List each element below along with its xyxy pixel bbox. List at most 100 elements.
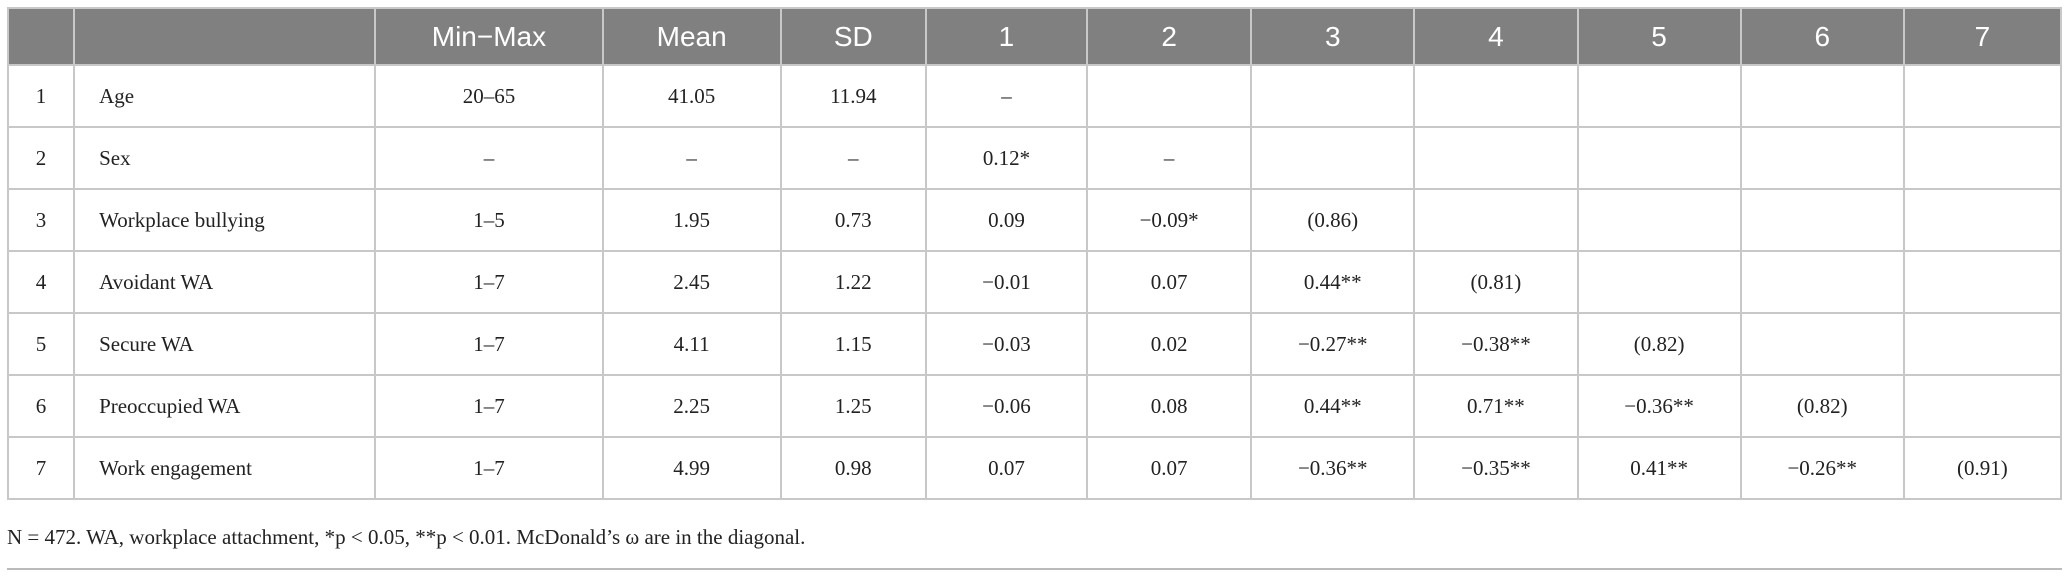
table-cell: 5 <box>6 312 76 376</box>
table-cell: 1.95 <box>601 188 782 252</box>
table-cell <box>1576 188 1742 252</box>
table-cell <box>1413 126 1579 190</box>
table-cell: −0.36** <box>1250 436 1416 500</box>
table-cell <box>1413 64 1579 128</box>
table-cell: 41.05 <box>601 64 782 128</box>
table-row: 1 Age 20–65 41.05 11.94– <box>6 64 2063 128</box>
table-cell: 7 <box>6 436 76 500</box>
table-cell: 1–7 <box>374 250 604 314</box>
table-cell: 0.07 <box>1086 436 1253 500</box>
table-row: 7 Work engagement 1–7 4.99 0.98 0.07 0.07 −0.36… <box>6 436 2063 500</box>
table-cell <box>1576 126 1742 190</box>
table-cell <box>1739 64 1905 128</box>
table-cell <box>1576 250 1742 314</box>
table-cell <box>1902 64 2063 128</box>
table-cell: 1–7 <box>374 436 604 500</box>
table-cell: Work engagement <box>73 436 377 500</box>
table-cell: 1.15 <box>779 312 927 376</box>
table-cell: – <box>601 126 782 190</box>
table-cell <box>1739 312 1905 376</box>
header-cell: SD <box>779 7 927 66</box>
header-cell: Min−Max <box>374 7 604 66</box>
table-cell: −0.36** <box>1576 374 1742 438</box>
table-cell: 1–5 <box>374 188 604 252</box>
table-cell: (0.82) <box>1739 374 1905 438</box>
table-cell <box>1250 64 1416 128</box>
table-cell: (0.81) <box>1413 250 1579 314</box>
table-row: 2 Sex – – –0.12* – <box>6 126 2063 190</box>
table-cell: 11.94 <box>779 64 927 128</box>
table-cell <box>1413 188 1579 252</box>
table-cell: 4.11 <box>601 312 782 376</box>
table-cell: 20–65 <box>374 64 604 128</box>
table-wrap: Min−Max Mean SD 1 2 3 4 5 6 7 1 Age 20–65 41.05 11.94… <box>6 7 2063 500</box>
table-row: 6 Preoccupied WA 1–7 2.25 1.25 −0.06 0.08 0.44*… <box>6 374 2063 438</box>
table-cell: 4 <box>6 250 76 314</box>
table-cell <box>1739 250 1905 314</box>
table-cell: 0.98 <box>779 436 927 500</box>
table-cell: −0.38** <box>1413 312 1579 376</box>
table-cell: −0.27** <box>1250 312 1416 376</box>
table-cell: 1.25 <box>779 374 927 438</box>
table-cell: 4.99 <box>601 436 782 500</box>
table-cell: Workplace bullying <box>73 188 377 252</box>
table-cell: 0.02 <box>1086 312 1253 376</box>
header-cell: 7 <box>1902 7 2063 66</box>
table-cell: Avoidant WA <box>73 250 377 314</box>
table-cell: Age <box>73 64 377 128</box>
table-cell: 2.45 <box>601 250 782 314</box>
table-cell: (0.86) <box>1250 188 1416 252</box>
table-cell: 1–7 <box>374 374 604 438</box>
table-cell <box>1902 126 2063 190</box>
table-cell: 0.73 <box>779 188 927 252</box>
header-cell <box>6 7 76 66</box>
header-cell: 5 <box>1576 7 1742 66</box>
header-cell: 2 <box>1086 7 1253 66</box>
correlation-table: Min−Max Mean SD 1 2 3 4 5 6 7 1 Age 20–65 41.05 11.94… <box>6 7 2063 500</box>
bottom-rule <box>7 568 2062 570</box>
table-cell: −0.03 <box>924 312 1089 376</box>
table-cell: 1–7 <box>374 312 604 376</box>
table-cell: Preoccupied WA <box>73 374 377 438</box>
header-cell: 6 <box>1739 7 1905 66</box>
table-cell: 2 <box>6 126 76 190</box>
table-cell: 0.44** <box>1250 374 1416 438</box>
table-cell: 3 <box>6 188 76 252</box>
table-cell: Sex <box>73 126 377 190</box>
table-cell: −0.35** <box>1413 436 1579 500</box>
table-cell: – <box>1086 126 1253 190</box>
table-cell: 0.71** <box>1413 374 1579 438</box>
table-cell: 1.22 <box>779 250 927 314</box>
table-cell <box>1739 126 1905 190</box>
table-cell <box>1902 188 2063 252</box>
header-cell <box>73 7 377 66</box>
table-cell: 0.09 <box>924 188 1089 252</box>
table-row: 4 Avoidant WA 1–7 2.45 1.22 −0.01 0.07 0.44** (0… <box>6 250 2063 314</box>
table-cell: (0.91) <box>1902 436 2063 500</box>
table-cell: – <box>924 64 1089 128</box>
table-cell: 0.07 <box>924 436 1089 500</box>
header-cell: 1 <box>924 7 1089 66</box>
table-cell <box>1902 312 2063 376</box>
table-cell: 2.25 <box>601 374 782 438</box>
table-body: 1 Age 20–65 41.05 11.94–2 Sex – – –0.12* –3 Workpl… <box>6 64 2063 500</box>
header-cell: 3 <box>1250 7 1416 66</box>
table-cell: 6 <box>6 374 76 438</box>
table-cell: −0.26** <box>1739 436 1905 500</box>
table-cell: (0.82) <box>1576 312 1742 376</box>
table-cell: −0.06 <box>924 374 1089 438</box>
table-cell <box>1576 64 1742 128</box>
table-cell: 0.41** <box>1576 436 1742 500</box>
header-row: Min−Max Mean SD 1 2 3 4 5 6 7 <box>6 7 2063 66</box>
table-cell: 0.07 <box>1086 250 1253 314</box>
table-cell: Secure WA <box>73 312 377 376</box>
table-cell <box>1086 64 1253 128</box>
table-cell: −0.01 <box>924 250 1089 314</box>
table-cell <box>1902 374 2063 438</box>
footnote: N = 472. WA, workplace attachment, *p < … <box>7 525 806 549</box>
table-cell: 0.12* <box>924 126 1089 190</box>
table-cell <box>1739 188 1905 252</box>
header-cell: 4 <box>1413 7 1579 66</box>
header-cell: Mean <box>601 7 782 66</box>
